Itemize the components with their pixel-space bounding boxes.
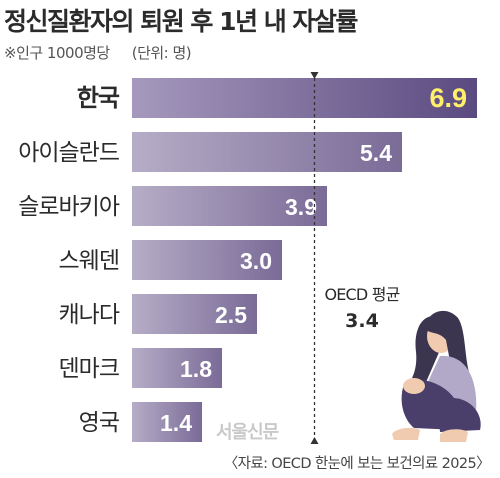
value-label: 3.0 — [240, 248, 272, 274]
category-label: 아이슬란드 — [18, 140, 119, 166]
bar-6 — [132, 402, 202, 442]
bar-0 — [132, 78, 477, 118]
source-note: 〈자료: OECD 한눈에 보는 보건의료 2025〉 — [223, 456, 491, 472]
value-label: 1.4 — [160, 410, 192, 436]
chart-title: 정신질환자의 퇴원 후 1년 내 자살률 — [4, 7, 358, 36]
category-label: 캐나다 — [59, 302, 120, 328]
bar-2 — [132, 186, 327, 226]
publisher-watermark: 서울신문 — [216, 422, 279, 443]
bar-3 — [132, 240, 282, 280]
reference-line-bottom-marker — [310, 437, 319, 444]
oecd-average-annotation: OECD 평균 3.4 — [308, 281, 416, 332]
value-label: 6.9 — [429, 83, 467, 113]
value-label: 2.5 — [215, 302, 247, 328]
sitting-person-illustration — [392, 310, 481, 442]
category-label: 덴마크 — [59, 356, 119, 382]
value-label: 5.4 — [360, 140, 392, 166]
value-label: 1.8 — [180, 356, 212, 382]
bar-5 — [132, 348, 222, 388]
oecd-average-value: 3.4 — [345, 310, 379, 332]
bar-1 — [132, 132, 402, 172]
bar-4 — [132, 294, 257, 334]
reference-line-top-marker — [310, 72, 319, 79]
value-label: 3.9 — [285, 194, 317, 220]
category-label: 영국 — [79, 410, 119, 436]
chart-subtitle: ※인구 1000명당 (단위: 명) — [4, 42, 192, 63]
oecd-average-label: OECD 평균 — [324, 285, 400, 304]
category-label: 슬로바키아 — [18, 194, 120, 220]
unit-note: (단위: 명) — [131, 44, 192, 62]
category-label: 스웨덴 — [59, 248, 119, 274]
population-note: ※인구 1000명당 — [4, 44, 110, 62]
category-label: 한국 — [77, 84, 120, 112]
